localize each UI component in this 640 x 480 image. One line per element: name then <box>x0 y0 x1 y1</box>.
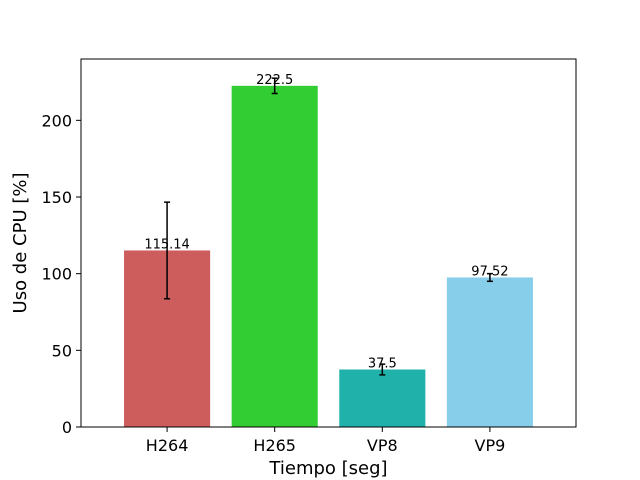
x-tick-label: H264 <box>146 436 189 455</box>
x-tick-label: VP8 <box>367 436 398 455</box>
y-tick-label: 50 <box>52 341 72 360</box>
data-labels-layer: 115.14 222.5 37.5 97.52 <box>144 73 508 372</box>
y-tick-label: 100 <box>41 265 72 284</box>
bars-layer <box>124 85 533 427</box>
data-label-vp8: 37.5 <box>368 357 397 372</box>
error-bar-h265 <box>271 77 278 95</box>
data-label-vp9: 97.52 <box>471 264 508 279</box>
error-bar-vp9 <box>486 272 493 283</box>
y-tick-label: 200 <box>41 111 72 130</box>
error-bar-h264 <box>164 201 171 300</box>
data-label-h265: 222.5 <box>256 73 293 88</box>
error-bar-vp8 <box>379 363 386 376</box>
bar-vp8 <box>339 369 426 427</box>
y-axis-title: Uso de CPU [%] <box>10 173 31 314</box>
x-tick-label: VP9 <box>475 436 506 455</box>
plot-frame <box>80 58 577 428</box>
x-tick-label: H265 <box>253 436 296 455</box>
error-bars-layer <box>164 77 493 376</box>
data-label-h264: 115.14 <box>144 237 190 252</box>
bar-h265 <box>231 85 318 427</box>
x-axis: H264 H265 VP8 VP9 <box>146 427 506 455</box>
x-axis-title: Tiempo [seg] <box>268 458 387 479</box>
y-tick-label: 150 <box>41 188 72 207</box>
y-tick-label: 0 <box>62 418 72 437</box>
y-axis: 0 50 100 150 200 <box>41 111 81 437</box>
bar-vp9 <box>446 277 533 427</box>
